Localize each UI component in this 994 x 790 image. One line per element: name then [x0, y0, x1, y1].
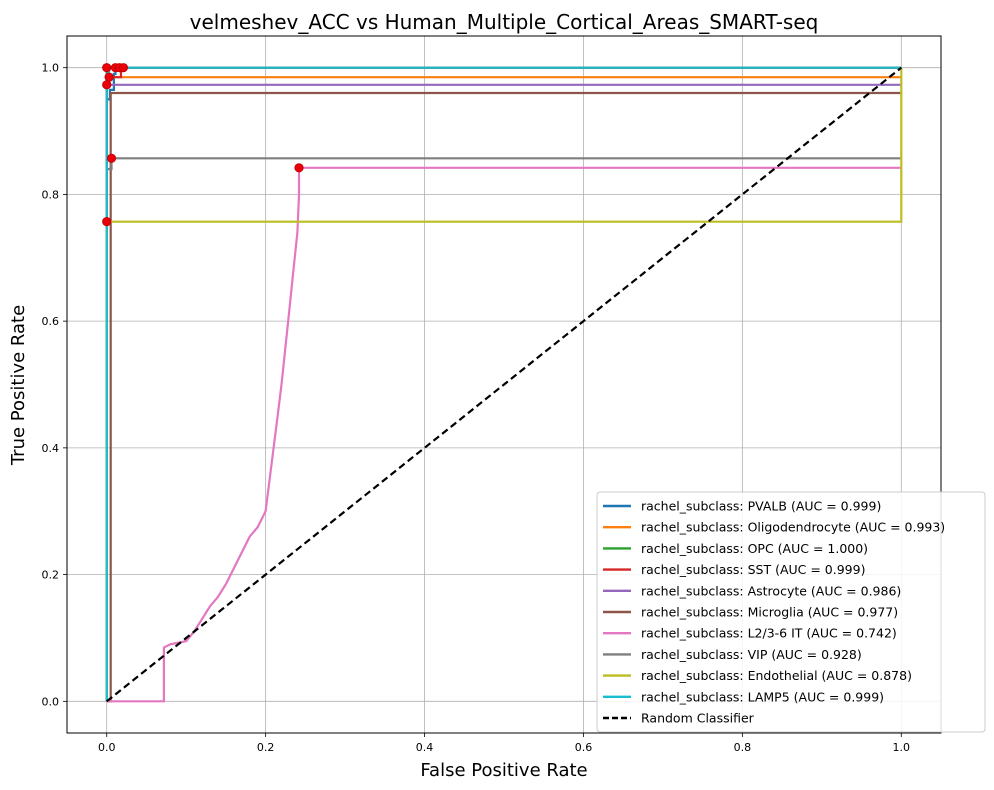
legend-label: rachel_subclass: VIP (AUC = 0.928) [641, 647, 862, 662]
y-axis-label: True Positive Rate [8, 305, 29, 466]
grid [67, 36, 941, 733]
threshold-marker [102, 80, 112, 90]
legend-label: rachel_subclass: OPC (AUC = 1.000) [641, 541, 868, 556]
threshold-marker [106, 153, 117, 163]
x-tick-label: 0.0 [98, 741, 116, 754]
x-tick-label: 0.2 [257, 741, 275, 754]
x-tick-label: 0.8 [734, 741, 752, 754]
plot-frame [66, 35, 942, 734]
y-tick-label: 0.8 [42, 188, 60, 201]
legend: rachel_subclass: PVALB (AUC = 0.999) rach… [596, 491, 986, 733]
legend-label: rachel_subclass: L2/3-6 IT (AUC = 0.742) [641, 626, 897, 641]
threshold-marker [102, 217, 112, 227]
legend-label: rachel_subclass: Microglia (AUC = 0.977) [641, 605, 898, 620]
x-tick-label: 0.4 [416, 741, 434, 754]
threshold-marker [294, 163, 304, 173]
threshold-marker [118, 63, 129, 73]
y-tick-label: 0.4 [42, 442, 60, 455]
threshold-marker [104, 72, 114, 82]
marker-layer [102, 63, 304, 227]
y-tick-label: 0.0 [42, 695, 60, 708]
legend-label: rachel_subclass: PVALB (AUC = 0.999) [641, 499, 881, 514]
legend-label: rachel_subclass: Oligodendrocyte (AUC = … [641, 520, 945, 535]
legend-label: rachel_subclass: Endothelial (AUC = 0.87… [641, 668, 912, 683]
threshold-marker [102, 63, 112, 73]
series-line-6 [106, 166, 902, 703]
ticks: 0.0 0.2 0.4 0.6 0.8 1.0 0.0 0.2 0.4 0.6 0.8 1.0 [42, 62, 911, 754]
legend-label: rachel_subclass: SST (AUC = 0.999) [641, 562, 865, 577]
y-tick-label: 0.2 [42, 569, 60, 582]
x-axis-label: False Positive Rate [420, 760, 587, 781]
y-tick-label: 0.6 [42, 315, 60, 328]
random-classifier-line [106, 66, 902, 703]
chart-title: velmeshev_ACC vs Human_Multiple_Cortical… [190, 10, 819, 34]
x-tick-label: 0.6 [575, 741, 593, 754]
legend-label: rachel_subclass: LAMP5 (AUC = 0.999) [641, 689, 884, 704]
legend-label: Random Classifier [641, 711, 755, 726]
legend-box [596, 491, 986, 733]
x-tick-label: 1.0 [893, 741, 911, 754]
y-tick-label: 1.0 [42, 62, 60, 75]
legend-label: rachel_subclass: Astrocyte (AUC = 0.986) [641, 583, 901, 598]
